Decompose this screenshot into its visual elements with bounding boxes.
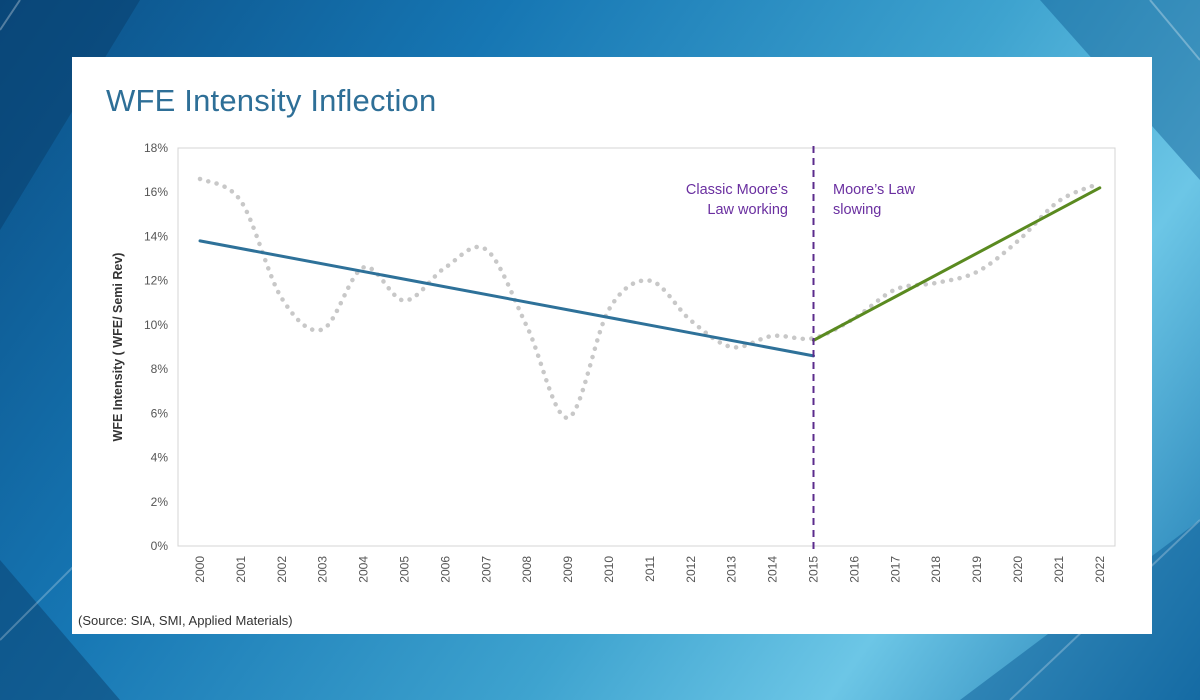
slide-title: WFE Intensity Inflection (106, 83, 437, 118)
x-tick-label: 2016 (847, 556, 861, 583)
annotation-moores-law-slowing: Moore’s Law slowing (833, 182, 915, 218)
y-tick-label: 16% (144, 185, 168, 199)
series-actual-dotted-line (197, 176, 1103, 420)
annotation-classic-moores-law: Classic Moore’s Law working (686, 182, 788, 218)
annotation-right-line-1: Moore’s Law (833, 182, 915, 198)
y-tick-label: 4% (151, 451, 169, 465)
x-tick-label: 2017 (888, 556, 902, 583)
x-tick-label: 2021 (1052, 556, 1066, 583)
x-tick-label: 2001 (234, 556, 248, 583)
x-tick-label: 2006 (438, 556, 452, 583)
annotation-left-line-1: Classic Moore’s (686, 182, 788, 198)
x-tick-label: 2019 (970, 556, 984, 583)
plot-area (177, 147, 1116, 547)
y-axis-label: WFE Intensity ( WFE/ Semi Rev) (111, 253, 125, 442)
x-tick-label: 2012 (684, 556, 698, 583)
x-tick-label: 2004 (357, 556, 371, 583)
y-tick-label: 10% (144, 318, 168, 332)
x-tick-label: 2015 (807, 556, 821, 583)
x-tick-label: 2008 (520, 556, 534, 583)
x-tick-label: 2000 (193, 556, 207, 583)
y-tick-label: 6% (151, 406, 169, 420)
annotation-right-line-2: slowing (833, 202, 881, 218)
trend-line-slowing (812, 186, 1102, 342)
x-tick-label: 2011 (643, 556, 657, 582)
x-tick-label: 2022 (1093, 556, 1107, 583)
x-tick-label: 2007 (479, 556, 493, 583)
y-tick-label: 12% (144, 274, 168, 288)
slide-card: WFE Intensity Inflection 0% 2% 4% 6% 8% 10% 12… (72, 57, 1152, 634)
x-tick-label: 2014 (766, 556, 780, 583)
y-tick-label: 2% (151, 495, 169, 509)
x-tick-label: 2013 (725, 556, 739, 583)
y-tick-label: 0% (151, 539, 169, 553)
y-tick-label: 14% (144, 229, 168, 243)
x-tick-label: 2020 (1011, 556, 1025, 583)
y-tick-label: 8% (151, 362, 169, 376)
annotation-left-line-2: Law working (707, 202, 788, 218)
x-tick-label: 2002 (275, 556, 289, 583)
x-tick-label: 2009 (561, 556, 575, 583)
x-tick-label: 2010 (602, 556, 616, 583)
x-tick-label: 2005 (398, 556, 412, 583)
x-tick-label: 2003 (316, 556, 330, 583)
x-tick-label: 2018 (929, 556, 943, 583)
trend-line-classic (198, 239, 815, 358)
y-tick-label: 18% (144, 141, 168, 155)
line-chart: 0% 2% 4% 6% 8% 10% 12% 14% 16% 18% 2000 2001 2002 20… (111, 141, 1116, 583)
source-note: (Source: SIA, SMI, Applied Materials) (78, 613, 293, 628)
